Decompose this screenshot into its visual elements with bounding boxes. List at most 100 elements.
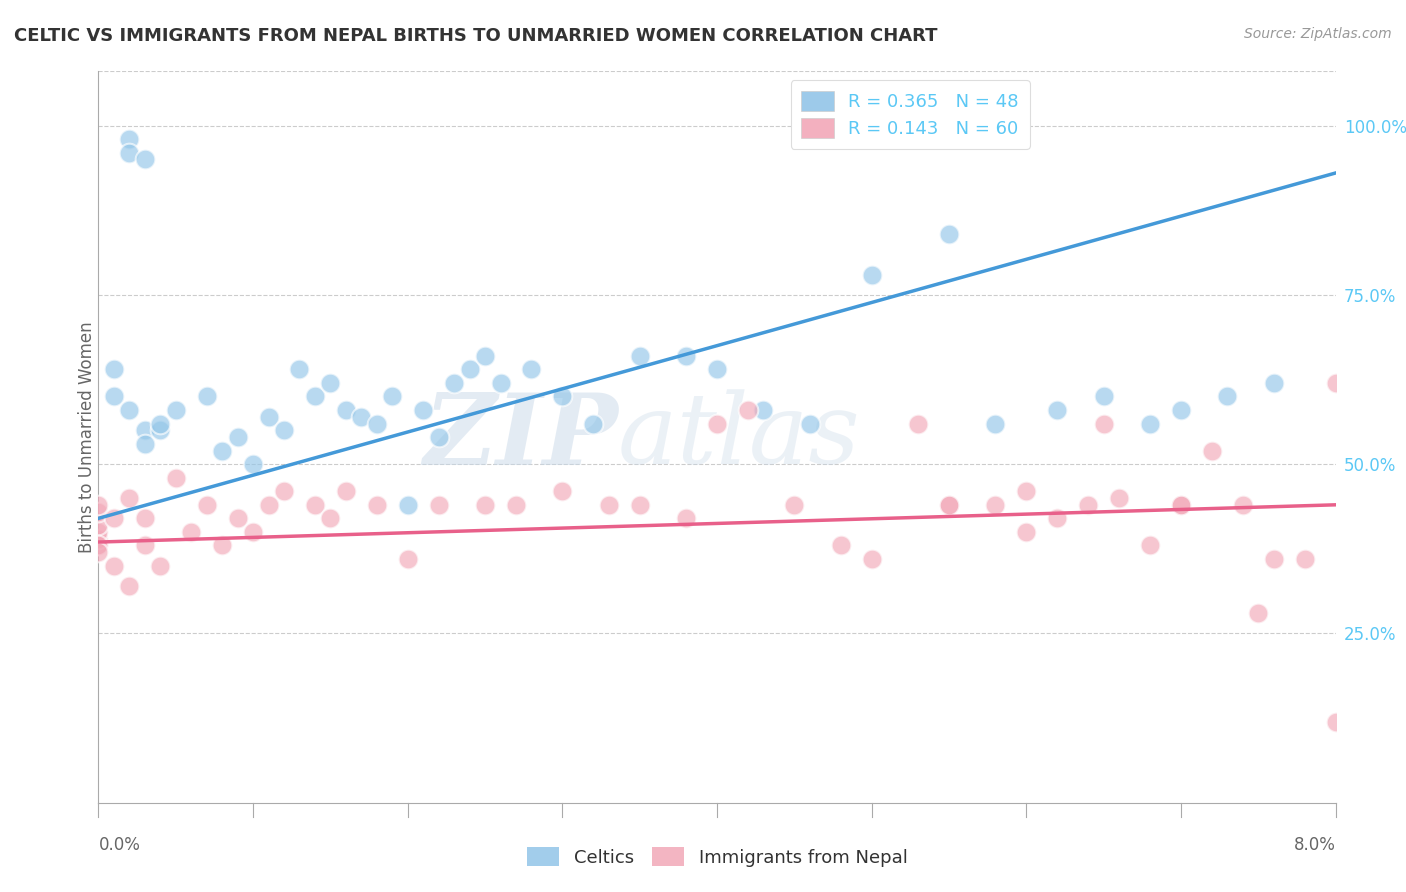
Point: [412, 403, 434, 417]
Point: [938, 227, 960, 241]
Point: [87, 518, 110, 533]
Point: [1046, 511, 1069, 525]
Point: [319, 376, 342, 390]
Point: [396, 552, 419, 566]
Point: [706, 417, 728, 431]
Point: [1015, 524, 1038, 539]
Point: [211, 538, 233, 552]
Point: [118, 403, 141, 417]
Point: [103, 511, 125, 525]
Point: [1232, 498, 1254, 512]
Y-axis label: Births to Unmarried Women: Births to Unmarried Women: [79, 321, 96, 553]
Point: [195, 389, 218, 403]
Point: [103, 389, 125, 403]
Point: [165, 471, 187, 485]
Point: [118, 491, 141, 505]
Text: 8.0%: 8.0%: [1294, 836, 1336, 854]
Text: Source: ZipAtlas.com: Source: ZipAtlas.com: [1244, 27, 1392, 41]
Point: [149, 417, 172, 431]
Point: [134, 153, 156, 167]
Point: [598, 498, 620, 512]
Point: [1247, 606, 1270, 620]
Point: [87, 538, 110, 552]
Point: [984, 417, 1007, 431]
Point: [226, 511, 249, 525]
Point: [396, 498, 419, 512]
Point: [1263, 376, 1285, 390]
Point: [87, 532, 110, 546]
Text: 0.0%: 0.0%: [98, 836, 141, 854]
Point: [458, 362, 481, 376]
Point: [87, 524, 110, 539]
Point: [134, 423, 156, 437]
Point: [737, 403, 759, 417]
Point: [165, 403, 187, 417]
Point: [242, 524, 264, 539]
Point: [87, 545, 110, 559]
Point: [938, 498, 960, 512]
Point: [1077, 498, 1099, 512]
Point: [474, 498, 496, 512]
Point: [366, 417, 388, 431]
Point: [242, 457, 264, 471]
Point: [118, 145, 141, 160]
Point: [1201, 443, 1223, 458]
Legend: Celtics, Immigrants from Nepal: Celtics, Immigrants from Nepal: [519, 840, 915, 874]
Point: [1216, 389, 1239, 403]
Point: [752, 403, 775, 417]
Point: [118, 579, 141, 593]
Point: [87, 498, 110, 512]
Point: [134, 511, 156, 525]
Point: [118, 132, 141, 146]
Point: [1108, 491, 1130, 505]
Point: [799, 417, 821, 431]
Point: [211, 443, 233, 458]
Point: [288, 362, 311, 376]
Point: [1294, 552, 1316, 566]
Point: [675, 511, 697, 525]
Point: [273, 423, 295, 437]
Point: [1324, 714, 1347, 729]
Point: [319, 511, 342, 525]
Point: [134, 437, 156, 451]
Point: [706, 362, 728, 376]
Point: [1324, 376, 1347, 390]
Point: [443, 376, 465, 390]
Point: [860, 552, 883, 566]
Point: [366, 498, 388, 512]
Point: [257, 409, 280, 424]
Point: [1139, 417, 1161, 431]
Point: [134, 538, 156, 552]
Point: [381, 389, 404, 403]
Point: [273, 484, 295, 499]
Point: [984, 498, 1007, 512]
Point: [489, 376, 512, 390]
Point: [180, 524, 202, 539]
Point: [830, 538, 852, 552]
Point: [350, 409, 373, 424]
Text: CELTIC VS IMMIGRANTS FROM NEPAL BIRTHS TO UNMARRIED WOMEN CORRELATION CHART: CELTIC VS IMMIGRANTS FROM NEPAL BIRTHS T…: [14, 27, 938, 45]
Point: [505, 498, 527, 512]
Point: [938, 498, 960, 512]
Text: atlas: atlas: [619, 390, 860, 484]
Point: [427, 498, 450, 512]
Point: [335, 403, 357, 417]
Point: [1092, 389, 1115, 403]
Point: [1015, 484, 1038, 499]
Point: [907, 417, 929, 431]
Point: [551, 484, 574, 499]
Legend: R = 0.365   N = 48, R = 0.143   N = 60: R = 0.365 N = 48, R = 0.143 N = 60: [790, 80, 1029, 149]
Point: [195, 498, 218, 512]
Point: [103, 558, 125, 573]
Point: [1170, 403, 1192, 417]
Point: [1092, 417, 1115, 431]
Point: [783, 498, 806, 512]
Point: [1046, 403, 1069, 417]
Point: [860, 268, 883, 282]
Point: [582, 417, 605, 431]
Point: [149, 423, 172, 437]
Point: [1170, 498, 1192, 512]
Point: [675, 349, 697, 363]
Point: [427, 430, 450, 444]
Point: [257, 498, 280, 512]
